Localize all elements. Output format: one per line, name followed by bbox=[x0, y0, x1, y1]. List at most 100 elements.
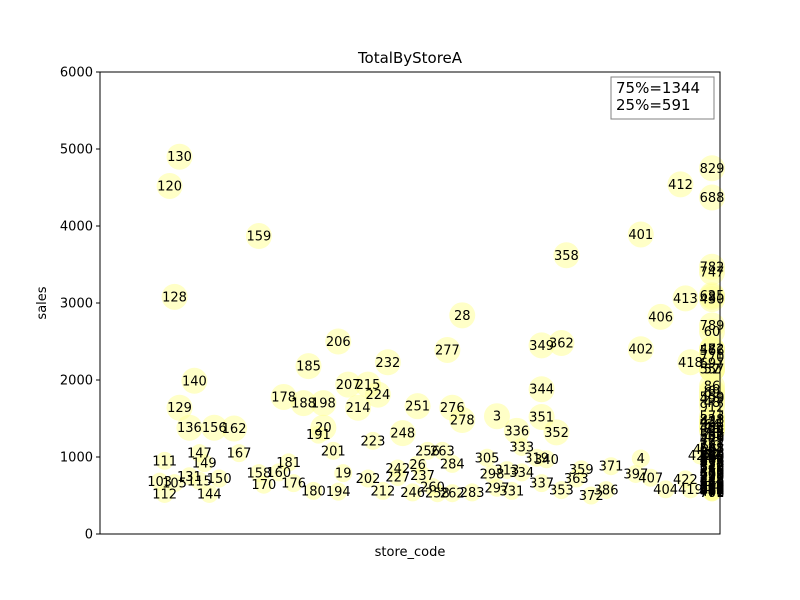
data-point-label: 701 bbox=[700, 486, 725, 501]
data-point-label: 553 bbox=[700, 470, 725, 485]
data-point-label: 283 bbox=[460, 486, 485, 501]
data-point bbox=[528, 332, 555, 359]
data-point-label: 362 bbox=[549, 337, 574, 352]
data-point-label: 677 bbox=[700, 455, 725, 470]
data-point-label: 3 bbox=[493, 410, 501, 425]
data-point bbox=[478, 448, 497, 467]
data-point-label: 313 bbox=[494, 464, 519, 479]
data-point-label: 512 bbox=[700, 460, 725, 475]
data-point-label: 431 bbox=[700, 415, 725, 430]
data-point-label: 223 bbox=[361, 434, 386, 449]
data-point-label: 502 bbox=[700, 480, 725, 495]
data-point-label: 156 bbox=[202, 421, 227, 436]
data-point-label: 331 bbox=[499, 484, 524, 499]
data-point bbox=[428, 484, 447, 503]
data-point bbox=[245, 223, 272, 250]
data-point bbox=[552, 481, 571, 500]
data-point-label: 72 bbox=[704, 448, 721, 463]
data-point-label: 64 bbox=[704, 418, 721, 433]
data-point-label: 20 bbox=[315, 421, 332, 436]
data-point bbox=[403, 483, 422, 502]
data-point-label: 397 bbox=[623, 467, 648, 482]
data-point bbox=[699, 184, 725, 211]
data-point bbox=[155, 484, 174, 503]
data-point-label: 170 bbox=[251, 478, 276, 493]
data-point bbox=[374, 349, 401, 376]
data-point-label: 435 bbox=[700, 457, 725, 472]
data-point bbox=[404, 393, 431, 420]
data-point-label: 149 bbox=[192, 457, 217, 472]
y-tick-label: 2000 bbox=[60, 374, 93, 389]
data-point-label: 105 bbox=[162, 477, 187, 492]
data-point-label: 612 bbox=[700, 467, 725, 482]
data-point bbox=[543, 419, 570, 446]
data-point-label: 353 bbox=[549, 484, 574, 499]
data-point-label: 8 bbox=[708, 290, 716, 305]
data-point bbox=[703, 474, 721, 493]
data-point-label: 466 bbox=[700, 454, 725, 469]
data-point-label: 706 bbox=[700, 449, 725, 464]
data-point bbox=[567, 469, 586, 488]
data-point-label: 232 bbox=[375, 356, 400, 371]
data-point-label: 671 bbox=[700, 467, 725, 482]
data-point-label: 112 bbox=[152, 487, 177, 502]
data-point-label: 167 bbox=[227, 447, 252, 462]
data-point bbox=[532, 474, 551, 493]
data-point-label: 460 bbox=[700, 467, 725, 482]
data-point-label: 372 bbox=[579, 489, 604, 504]
data-point-label: 840 bbox=[700, 478, 725, 493]
quartile-annotation: 75%=1344 25%=591 bbox=[610, 76, 715, 120]
data-point-label: 358 bbox=[554, 249, 579, 264]
data-point-label: 194 bbox=[326, 485, 351, 500]
data-point-label: 557 bbox=[700, 363, 725, 378]
data-point-label: 176 bbox=[281, 477, 306, 492]
data-point-label: 473 bbox=[700, 481, 725, 496]
data-point-label: 185 bbox=[296, 360, 321, 375]
data-point-label: 334 bbox=[509, 466, 534, 481]
data-point-label: 159 bbox=[246, 230, 271, 245]
data-point bbox=[166, 394, 193, 421]
data-point-label: 136 bbox=[177, 421, 202, 436]
data-point-label: 401 bbox=[628, 228, 653, 243]
data-point-label: 924 bbox=[700, 456, 725, 471]
data-point bbox=[279, 453, 298, 472]
data-point bbox=[434, 336, 461, 363]
data-point-label: 666 bbox=[700, 454, 725, 469]
data-point bbox=[553, 242, 580, 269]
data-point-label: 130 bbox=[167, 150, 192, 165]
data-point-label: 128 bbox=[162, 290, 187, 305]
data-point-label: 419 bbox=[678, 483, 703, 498]
data-point bbox=[699, 155, 725, 182]
data-point-label: 262 bbox=[440, 487, 465, 502]
data-point-label: 86 bbox=[704, 380, 721, 395]
data-point-label: 441 bbox=[700, 485, 725, 500]
data-point bbox=[512, 437, 531, 456]
data-point-label: 479 bbox=[700, 433, 725, 448]
data-point bbox=[155, 451, 174, 470]
data-point-label: 406 bbox=[648, 310, 673, 325]
data-point-label: 625 bbox=[700, 289, 725, 304]
annotation-line-75: 75%=1344 bbox=[616, 79, 700, 97]
data-point-label: 573 bbox=[700, 410, 725, 425]
data-point-label: 440 bbox=[700, 449, 725, 464]
data-point bbox=[284, 474, 303, 493]
data-point bbox=[309, 425, 328, 444]
data-point-label: 352 bbox=[544, 426, 569, 441]
data-point bbox=[210, 469, 229, 488]
data-point-label: 418 bbox=[678, 356, 703, 371]
data-point bbox=[631, 449, 650, 468]
data-point-label: 181 bbox=[276, 456, 301, 471]
data-point-label: 158 bbox=[246, 467, 271, 482]
data-point bbox=[304, 481, 323, 500]
data-point-label: 499 bbox=[700, 392, 725, 407]
data-point-label: 575 bbox=[700, 468, 725, 483]
data-point-label: 103 bbox=[147, 475, 172, 490]
data-point-label: 57 bbox=[704, 363, 721, 378]
data-point-label: 349 bbox=[529, 339, 554, 354]
y-tick-label: 5000 bbox=[60, 143, 93, 158]
data-point-label: 237 bbox=[410, 469, 435, 484]
chart-title: TotalByStoreA bbox=[357, 49, 463, 67]
y-tick-label: 4000 bbox=[60, 220, 93, 235]
data-point-label: 430 bbox=[700, 293, 725, 308]
